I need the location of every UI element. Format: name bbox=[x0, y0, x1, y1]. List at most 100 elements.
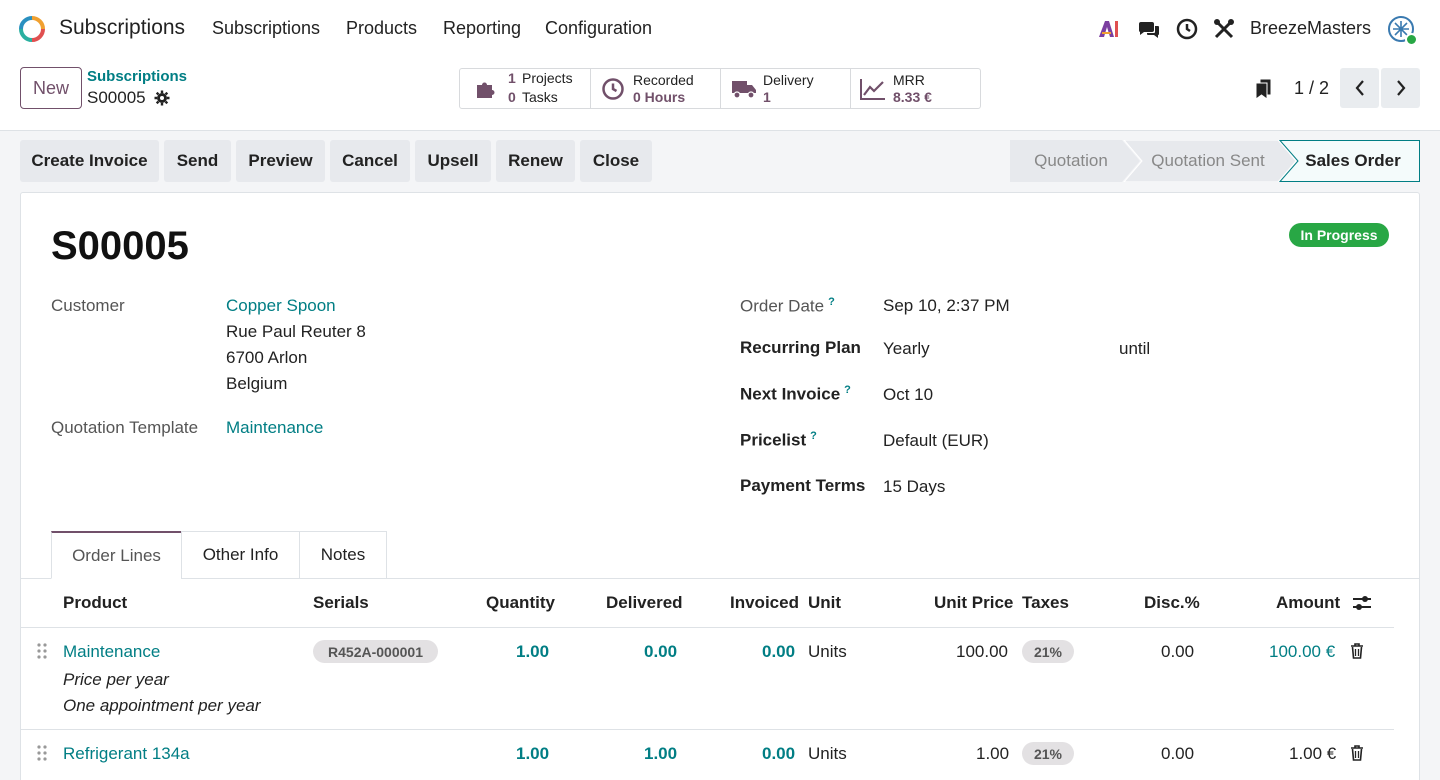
chevron-right-icon bbox=[1396, 80, 1405, 96]
app-name[interactable]: Subscriptions bbox=[59, 16, 186, 39]
chat-icon[interactable] bbox=[1137, 17, 1161, 41]
ai-icon[interactable] bbox=[1097, 17, 1121, 41]
tax-tag: 21% bbox=[1022, 742, 1074, 765]
optional-columns-icon[interactable] bbox=[1352, 594, 1372, 612]
menu-subscriptions[interactable]: Subscriptions bbox=[212, 18, 321, 38]
column-header-discount[interactable]: Disc.% bbox=[1144, 593, 1200, 612]
discount-value[interactable]: 0.00 bbox=[1161, 744, 1195, 763]
menu-reporting[interactable]: Reporting bbox=[443, 18, 522, 38]
menu-products[interactable]: Products bbox=[346, 18, 418, 38]
help-tooltip-icon[interactable]: ? bbox=[828, 296, 835, 308]
column-header-delivered[interactable]: Delivered bbox=[606, 593, 683, 612]
unit-price-value[interactable]: 100.00 bbox=[956, 642, 1008, 661]
next-invoice-value[interactable]: Oct 10 bbox=[883, 385, 934, 404]
create-invoice-button[interactable]: Create Invoice bbox=[20, 140, 159, 182]
puzzle-icon bbox=[477, 82, 495, 98]
delivery-stat-button[interactable]: Delivery 1 bbox=[721, 69, 851, 108]
status-bar-shape bbox=[1010, 140, 1420, 182]
renew-button[interactable]: Renew bbox=[496, 140, 575, 182]
product-link[interactable]: Refrigerant 134a bbox=[63, 744, 190, 763]
pricelist-label: Pricelist? bbox=[740, 430, 817, 451]
recurring-plan-label: Recurring Plan bbox=[740, 338, 861, 357]
unit-price-value[interactable]: 1.00 bbox=[976, 744, 1010, 763]
online-status-dot bbox=[1405, 33, 1418, 46]
upsell-button[interactable]: Upsell bbox=[415, 140, 491, 182]
column-header-invoiced[interactable]: Invoiced bbox=[730, 593, 799, 612]
send-button[interactable]: Send bbox=[164, 140, 231, 182]
discount-value[interactable]: 0.00 bbox=[1161, 642, 1195, 661]
quantity-value[interactable]: 1.00 bbox=[516, 744, 550, 763]
delivered-value[interactable]: 1.00 bbox=[644, 744, 678, 763]
stage-quotation-sent[interactable]: Quotation Sent bbox=[1151, 151, 1265, 170]
menu-configuration[interactable]: Configuration bbox=[545, 18, 653, 38]
help-tooltip-icon[interactable]: ? bbox=[810, 430, 817, 442]
payment-terms-label: Payment Terms bbox=[740, 476, 866, 495]
column-header-serials[interactable]: Serials bbox=[313, 593, 369, 612]
drag-handle-icon[interactable] bbox=[37, 643, 47, 659]
column-header-unit-price[interactable]: Unit Price bbox=[934, 593, 1014, 612]
order-date-value[interactable]: Sep 10, 2:37 PM bbox=[883, 296, 1010, 315]
form-sheet bbox=[20, 192, 1420, 780]
projects-count: 1 bbox=[508, 70, 516, 86]
pricelist-value[interactable]: Default (EUR) bbox=[883, 431, 989, 450]
row-separator bbox=[21, 729, 1394, 730]
payment-terms-value[interactable]: 15 Days bbox=[883, 477, 946, 496]
projects-stat-button[interactable]: 1 Projects 0 Tasks bbox=[460, 69, 591, 108]
preview-button[interactable]: Preview bbox=[236, 140, 325, 182]
pager-previous-button[interactable] bbox=[1340, 68, 1379, 108]
line-description: Price per year bbox=[63, 670, 169, 689]
column-header-quantity[interactable]: Quantity bbox=[486, 593, 555, 612]
trash-icon[interactable] bbox=[1350, 745, 1364, 761]
stage-quotation[interactable]: Quotation bbox=[1034, 151, 1108, 170]
company-name[interactable]: BreezeMasters bbox=[1250, 18, 1372, 38]
tab-notes[interactable]: Notes bbox=[299, 531, 387, 579]
pager-next-button[interactable] bbox=[1381, 68, 1420, 108]
mrr-label: MRR bbox=[893, 72, 925, 88]
top-navbar: Subscriptions Subscriptions Products Rep… bbox=[0, 0, 1440, 57]
recorded-label: Recorded bbox=[633, 72, 694, 88]
drag-handle-icon[interactable] bbox=[37, 745, 47, 761]
tab-other-info[interactable]: Other Info bbox=[181, 531, 300, 579]
recorded-stat-button[interactable]: Recorded 0 Hours bbox=[591, 69, 721, 108]
customer-link[interactable]: Copper Spoon bbox=[226, 296, 336, 315]
close-button[interactable]: Close bbox=[580, 140, 652, 182]
delivered-value[interactable]: 0.00 bbox=[644, 642, 678, 661]
tab-order-lines[interactable]: Order Lines bbox=[51, 531, 182, 579]
customer-address-line2: 6700 Arlon bbox=[226, 348, 308, 367]
delivery-value: 1 bbox=[763, 89, 771, 105]
odoo-app-logo-icon[interactable] bbox=[18, 15, 46, 43]
trash-icon[interactable] bbox=[1350, 643, 1364, 659]
column-header-taxes[interactable]: Taxes bbox=[1022, 593, 1069, 612]
chevron-left-icon bbox=[1355, 80, 1364, 96]
customer-label: Customer bbox=[51, 296, 125, 315]
invoiced-value: 0.00 bbox=[762, 642, 796, 661]
clock-icon[interactable] bbox=[1175, 17, 1199, 41]
product-link[interactable]: Maintenance bbox=[63, 642, 161, 661]
cancel-button[interactable]: Cancel bbox=[330, 140, 410, 182]
breadcrumb-parent[interactable]: Subscriptions bbox=[87, 68, 188, 85]
unit-value[interactable]: Units bbox=[808, 642, 847, 661]
quantity-value[interactable]: 1.00 bbox=[516, 642, 550, 661]
unit-value[interactable]: Units bbox=[808, 744, 847, 763]
column-header-unit[interactable]: Unit bbox=[808, 593, 842, 612]
stage-sales-order[interactable]: Sales Order bbox=[1305, 151, 1401, 170]
column-header-product[interactable]: Product bbox=[63, 593, 128, 612]
mrr-stat-button[interactable]: MRR 8.33 € bbox=[851, 69, 980, 108]
mrr-value: 8.33 € bbox=[893, 89, 932, 105]
recurring-plan-value[interactable]: Yearly bbox=[883, 339, 930, 358]
template-label: Quotation Template bbox=[51, 418, 199, 437]
serial-tag: R452A-000001 bbox=[313, 640, 438, 663]
help-tooltip-icon[interactable]: ? bbox=[844, 384, 851, 396]
tools-icon[interactable] bbox=[1212, 17, 1236, 41]
pricelist-label-text: Pricelist bbox=[740, 430, 807, 450]
invoiced-value: 0.00 bbox=[762, 744, 796, 763]
new-button[interactable]: New bbox=[20, 67, 82, 109]
gear-icon[interactable] bbox=[154, 90, 170, 106]
next-invoice-label: Next Invoice? bbox=[740, 384, 851, 405]
status-badge: In Progress bbox=[1289, 223, 1389, 247]
pager-value[interactable]: 1 / 2 bbox=[1294, 78, 1330, 98]
clock-icon bbox=[602, 78, 624, 100]
template-link[interactable]: Maintenance bbox=[226, 418, 324, 437]
column-header-amount[interactable]: Amount bbox=[1276, 593, 1341, 612]
user-avatar-icon[interactable] bbox=[1388, 16, 1414, 42]
